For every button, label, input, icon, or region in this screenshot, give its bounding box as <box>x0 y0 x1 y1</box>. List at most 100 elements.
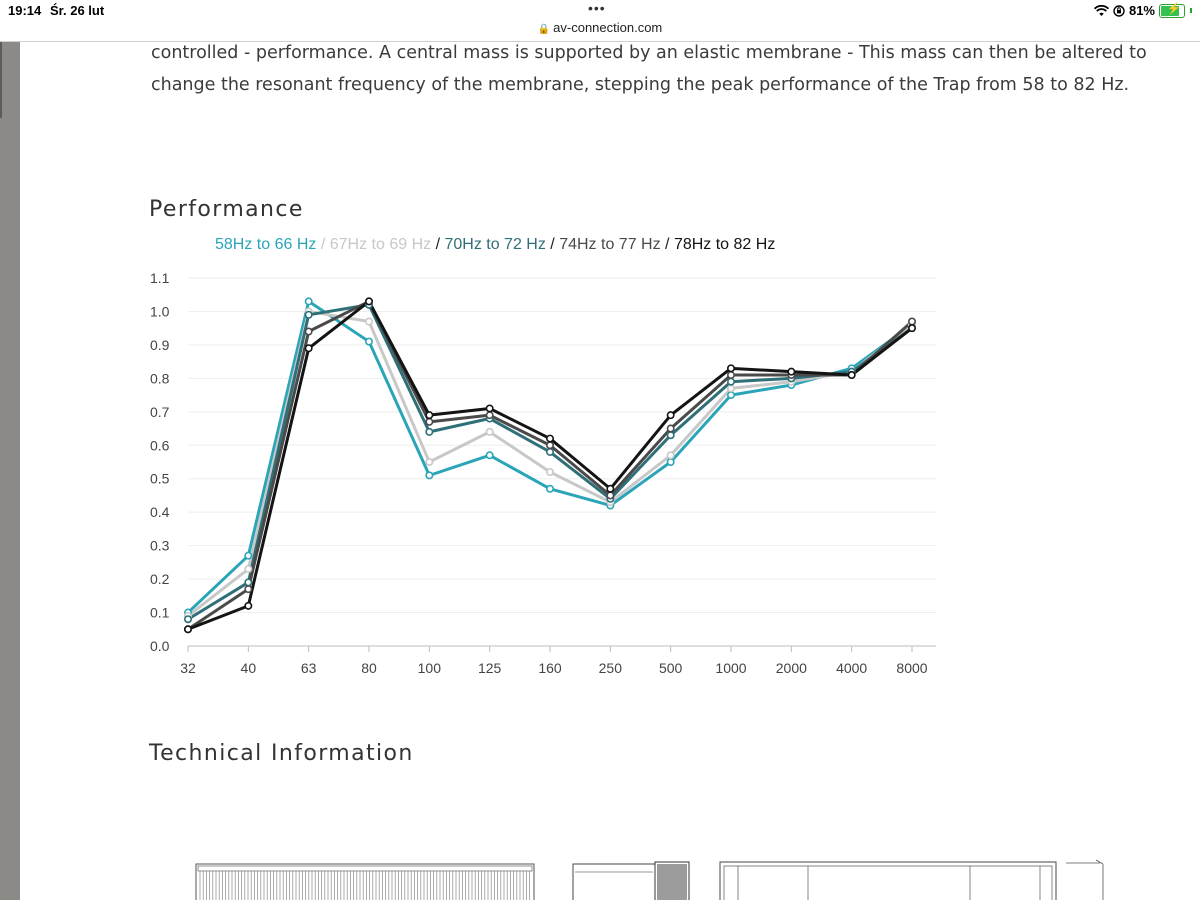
y-tick-label: 0.5 <box>150 471 170 487</box>
status-date: Śr. 26 lut <box>50 3 105 18</box>
y-tick-label: 0.6 <box>150 437 170 453</box>
legend-item[interactable]: 58Hz to 66 Hz <box>215 236 317 253</box>
orientation-lock-icon <box>1113 4 1125 17</box>
drawing-top-view <box>719 859 1104 900</box>
y-tick-label: 1.1 <box>150 270 170 286</box>
data-point <box>666 431 675 440</box>
x-tick-label: 250 <box>599 660 623 676</box>
data-point <box>244 585 253 594</box>
data-point <box>365 337 374 346</box>
y-tick-label: 0.1 <box>150 605 170 621</box>
data-point <box>606 484 615 493</box>
sidebar-scroll-marker <box>0 42 2 118</box>
legend-item[interactable]: 70Hz to 72 Hz <box>444 236 546 253</box>
x-tick-label: 8000 <box>896 660 927 676</box>
data-point <box>726 384 735 393</box>
x-tick-label: 100 <box>418 660 442 676</box>
x-tick-label: 1000 <box>715 660 746 676</box>
data-point <box>545 484 554 493</box>
browser-menu-dots[interactable]: ••• <box>588 0 606 16</box>
legend-item[interactable]: 74Hz to 77 Hz <box>559 236 661 253</box>
legend-separator: / <box>545 236 560 253</box>
x-tick-label: 63 <box>301 660 317 676</box>
status-bar: 19:14 Śr. 26 lut ••• 81% ⚡ <box>0 0 1200 22</box>
data-point <box>907 317 916 326</box>
technical-info-heading: Technical Information <box>149 741 414 766</box>
performance-heading: Performance <box>149 197 304 222</box>
data-point <box>666 411 675 420</box>
address-bar[interactable]: 🔒 av-connection.com <box>0 20 1200 40</box>
data-point <box>485 404 494 413</box>
intro-line-2: change the resonant frequency of the mem… <box>151 75 1130 95</box>
data-point <box>606 491 615 500</box>
data-point <box>304 310 313 319</box>
chart-legend: 58Hz to 66 Hz / 67Hz to 69 Hz / 70Hz to … <box>215 236 775 254</box>
data-point <box>847 371 856 380</box>
data-point <box>425 471 434 480</box>
data-point <box>545 434 554 443</box>
x-tick-label: 125 <box>478 660 502 676</box>
data-point <box>183 625 192 634</box>
data-point <box>726 377 735 386</box>
legend-item[interactable]: 67Hz to 69 Hz <box>329 236 432 253</box>
data-point <box>304 297 313 306</box>
data-point <box>244 551 253 560</box>
data-point <box>365 297 374 306</box>
data-point <box>907 324 916 333</box>
data-point <box>666 458 675 467</box>
x-tick-label: 2000 <box>776 660 807 676</box>
sidebar-edge <box>0 42 20 900</box>
y-tick-label: 0.3 <box>150 538 170 554</box>
lock-icon: 🔒 <box>537 24 551 35</box>
x-tick-label: 4000 <box>836 660 867 676</box>
article-intro: controlled - performance. A central mass… <box>151 37 1191 101</box>
x-tick-label: 32 <box>180 660 196 676</box>
data-point <box>304 344 313 353</box>
data-point <box>726 391 735 400</box>
battery-percent: 81% <box>1128 3 1155 18</box>
performance-chart: 0.0 0.1 0.2 0.3 0.4 0.5 0.6 0.7 0.8 0.9 1.0 1.1 32 40… <box>150 270 936 676</box>
battery-level-fill <box>1161 5 1179 16</box>
y-tick-label: 0.9 <box>150 337 170 353</box>
intro-line-1: controlled - performance. A central mass… <box>151 43 1147 63</box>
data-point <box>545 447 554 456</box>
legend-item[interactable]: 78Hz to 82 Hz <box>673 236 776 253</box>
data-point <box>485 427 494 436</box>
y-tick-label: 1.0 <box>150 303 170 319</box>
charging-bolt-icon: ⚡ <box>1167 2 1181 15</box>
data-point <box>726 364 735 373</box>
data-point <box>244 601 253 610</box>
data-point <box>425 427 434 436</box>
toolbar-divider <box>0 41 1200 42</box>
x-tick-label: 500 <box>659 660 683 676</box>
data-point <box>244 565 253 574</box>
status-time: 19:14 <box>8 3 42 18</box>
data-point <box>545 441 554 450</box>
data-point <box>485 451 494 460</box>
data-point <box>425 417 434 426</box>
data-point <box>365 317 374 326</box>
series-line <box>187 309 913 618</box>
data-point <box>425 458 434 467</box>
data-point <box>787 367 796 376</box>
data-point <box>425 411 434 420</box>
legend-separator: / <box>316 236 330 253</box>
y-tick-label: 0.0 <box>150 638 170 654</box>
battery-tip <box>1190 8 1192 13</box>
drawing-front-view <box>195 863 535 900</box>
data-point <box>726 371 735 380</box>
legend-separator: / <box>431 236 445 253</box>
status-icons: 81% ⚡ <box>1093 2 1192 18</box>
y-tick-label: 0.4 <box>150 504 170 520</box>
data-point <box>666 424 675 433</box>
x-tick-label: 160 <box>538 660 562 676</box>
data-point <box>183 615 192 624</box>
series-line <box>186 299 913 614</box>
data-point <box>244 578 253 587</box>
y-tick-label: 0.2 <box>150 571 170 587</box>
y-tick-label: 0.8 <box>150 370 170 386</box>
data-point <box>304 327 313 336</box>
data-point <box>485 411 494 420</box>
url-text[interactable]: av-connection.com <box>553 20 663 35</box>
battery-icon: ⚡ <box>1159 2 1185 18</box>
